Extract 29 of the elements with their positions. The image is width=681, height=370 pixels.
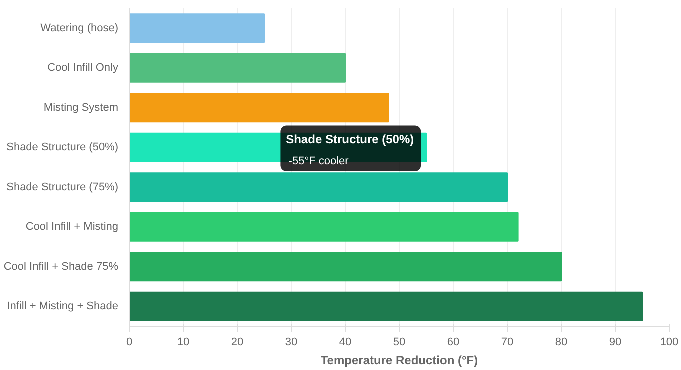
x-tick-label: 60 (447, 336, 460, 348)
bar (130, 14, 265, 44)
x-tick-label: 0 (126, 336, 133, 348)
y-tick-label: Cool Infill + Shade 75% (4, 260, 119, 273)
bar (130, 212, 519, 242)
y-tick-label: Watering (hose) (40, 22, 118, 34)
y-tick-label: Infill + Misting + Shade (7, 300, 119, 313)
x-axis-title: Temperature Reduction (°F) (320, 354, 478, 368)
bar (130, 252, 562, 282)
annotation: -55°F cooler (288, 156, 350, 168)
y-tick-label: Cool Infill + Misting (26, 221, 119, 234)
x-tick-label: 40 (339, 336, 352, 348)
x-tick-label: 80 (555, 336, 568, 348)
x-tick-label: 100 (660, 336, 679, 348)
bar (130, 93, 390, 123)
y-tick-label: Shade Structure (75%) (6, 181, 118, 194)
y-tick-label: Shade Structure (50%) (6, 142, 118, 154)
annotation: Shade Structure (50%) (286, 132, 414, 147)
x-tick-label: 30 (285, 336, 298, 348)
x-tick-label: 10 (177, 336, 190, 348)
x-tick-label: 70 (501, 336, 514, 348)
y-tick-label: Cool Infill Only (48, 62, 119, 74)
x-tick-label: 20 (231, 336, 244, 348)
bar (130, 53, 346, 83)
y-tick-label: Misting System (44, 102, 119, 114)
x-tick-label: 50 (393, 336, 406, 348)
bar (130, 292, 643, 322)
bar (130, 172, 508, 202)
x-tick-label: 90 (609, 336, 622, 348)
